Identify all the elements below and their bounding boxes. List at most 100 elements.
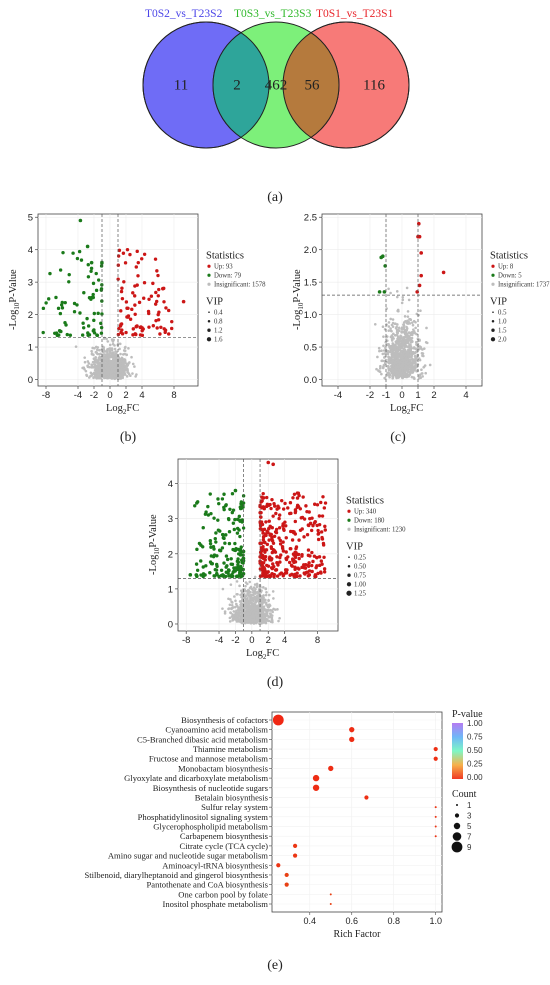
size-legend-label: 3 — [467, 812, 472, 821]
point-insignificant — [385, 351, 388, 355]
point-insignificant — [259, 602, 262, 605]
point-insignificant — [401, 363, 405, 366]
point-down — [237, 514, 242, 519]
point-insignificant — [248, 601, 252, 604]
point-down — [241, 526, 246, 530]
point-up — [259, 499, 264, 504]
point-insignificant — [253, 583, 257, 586]
point-insignificant — [391, 376, 395, 379]
legend-statistics-title: Statistics — [490, 251, 528, 262]
legend-label-down: Down: 5 — [498, 273, 522, 280]
point-insignificant — [394, 340, 398, 343]
point-insignificant — [120, 364, 124, 367]
point-up — [262, 557, 266, 561]
point-up — [278, 572, 282, 576]
size-legend-title: Count — [452, 789, 477, 800]
x-axis-title-tail: FC — [266, 648, 279, 659]
point-insignificant — [402, 372, 406, 375]
legend-vip-label: 1.25 — [354, 591, 366, 598]
bubble-point — [433, 756, 438, 761]
point-insignificant — [250, 598, 254, 601]
point-insignificant — [415, 332, 418, 336]
point-insignificant — [416, 369, 419, 372]
point-down — [217, 548, 222, 552]
point-up — [293, 555, 298, 560]
x-tick-label: -4 — [334, 390, 342, 401]
point-insignificant — [405, 286, 409, 290]
point-insignificant — [255, 585, 259, 589]
point-up — [270, 497, 274, 502]
y-tick-label: 4 — [168, 479, 173, 490]
legend-vip-marker — [491, 328, 495, 332]
point-insignificant — [107, 364, 110, 368]
point-down — [227, 568, 231, 573]
point-insignificant — [380, 359, 383, 363]
point-insignificant — [244, 584, 247, 588]
y-tick-label: 2 — [168, 549, 173, 560]
point-insignificant — [116, 361, 120, 365]
venn-count-b-and-c: 56 — [304, 77, 320, 94]
point-down — [78, 218, 83, 223]
bubble-x-tick-label: 0.8 — [387, 916, 400, 926]
point-insignificant — [235, 602, 238, 606]
point-up — [284, 536, 288, 540]
y-axis-title-sub: 10 — [153, 547, 161, 555]
point-down — [228, 507, 232, 511]
point-up — [261, 545, 265, 549]
point-insignificant — [414, 365, 418, 368]
point-down — [232, 566, 236, 570]
point-insignificant — [410, 339, 414, 343]
point-insignificant — [403, 350, 407, 354]
point-up — [157, 310, 161, 314]
point-insignificant — [252, 615, 256, 619]
point-up — [323, 524, 327, 529]
point-insignificant — [131, 372, 134, 375]
point-insignificant — [276, 608, 279, 611]
point-insignificant — [413, 354, 417, 358]
point-up — [268, 524, 272, 529]
point-up — [315, 555, 319, 560]
point-insignificant — [424, 371, 427, 375]
point-down — [214, 540, 218, 544]
point-insignificant — [408, 345, 411, 349]
x-tick-label: -1 — [382, 390, 390, 401]
point-up — [142, 252, 147, 256]
point-down — [220, 497, 225, 501]
point-up — [170, 326, 174, 331]
point-down — [233, 541, 237, 546]
point-insignificant — [123, 358, 127, 362]
point-down — [235, 526, 240, 531]
point-up — [167, 332, 171, 336]
point-insignificant — [118, 347, 121, 351]
point-insignificant — [232, 614, 235, 617]
point-up — [269, 546, 274, 551]
point-insignificant — [395, 374, 399, 377]
point-insignificant — [414, 359, 418, 362]
point-up — [299, 516, 303, 520]
point-up — [142, 296, 146, 300]
legend-vip-label: 1.0 — [498, 319, 507, 326]
point-insignificant — [389, 291, 392, 295]
pathway-label: Thiamine metabolism — [193, 744, 268, 754]
point-up — [272, 534, 277, 539]
legend-vip-label: 0.25 — [354, 555, 366, 562]
point-insignificant — [395, 290, 399, 293]
point-down — [220, 546, 225, 550]
size-legend-marker — [454, 813, 460, 818]
point-insignificant — [422, 347, 426, 350]
point-insignificant — [417, 357, 421, 360]
point-insignificant — [418, 374, 421, 378]
point-insignificant — [92, 362, 96, 366]
point-down — [57, 328, 62, 333]
point-insignificant — [251, 591, 255, 594]
point-insignificant — [235, 580, 239, 583]
point-insignificant — [126, 369, 129, 372]
bubble-point — [434, 806, 437, 809]
point-insignificant — [118, 357, 122, 361]
point-up — [322, 506, 327, 510]
point-up — [120, 296, 125, 301]
point-insignificant — [87, 376, 91, 379]
bubble-point — [434, 815, 437, 818]
point-up — [157, 287, 161, 292]
pathway-label: C5-Branched dibasic acid metabolism — [137, 734, 268, 744]
